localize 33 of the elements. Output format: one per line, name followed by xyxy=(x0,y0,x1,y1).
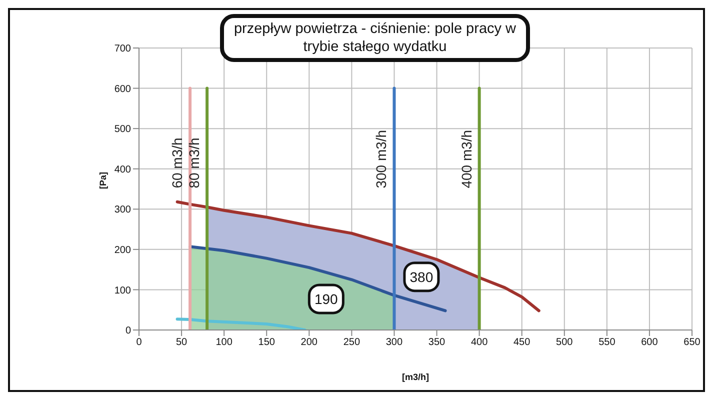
x-tick-label: 550 xyxy=(598,337,616,348)
x-tick-label: 500 xyxy=(556,337,574,348)
x-tick-label: 450 xyxy=(514,337,531,348)
x-axis-title: [m3/h] xyxy=(402,372,430,382)
x-tick-label: 200 xyxy=(300,337,318,348)
annotation: 380 xyxy=(410,268,434,285)
y-tick-label: 400 xyxy=(114,164,132,176)
text: 60 m3/h xyxy=(169,138,186,188)
title-box: przepływ powietrza - ciśnienie: pole pracy w trybie stałego wydatku xyxy=(220,14,530,62)
text: 400 m3/h xyxy=(458,130,474,188)
y-axis-title: [Pa] xyxy=(98,172,108,189)
y-tick-label: 200 xyxy=(114,244,132,256)
annotation: 190 xyxy=(314,290,338,307)
text: 300 m3/h xyxy=(373,130,390,188)
y-tick-label: 0 xyxy=(125,326,132,337)
x-tick-label: 0 xyxy=(136,337,142,348)
x-tick-label: 150 xyxy=(258,337,276,348)
x-tick-label: 300 xyxy=(386,337,404,348)
y-tick-label: 300 xyxy=(114,204,132,216)
x-tick-label: 250 xyxy=(343,337,360,348)
x-tick-label: 600 xyxy=(641,337,658,348)
text: 80 m3/h xyxy=(186,138,202,188)
x-tick-label: 650 xyxy=(684,337,701,348)
x-tick-label: 350 xyxy=(428,337,446,348)
y-tick-label: 500 xyxy=(114,124,132,136)
x-tick-label: 400 xyxy=(470,337,488,348)
note-box: 380 xyxy=(403,262,440,292)
y-tick-label: 700 xyxy=(114,44,132,55)
y-tick-label: 100 xyxy=(114,285,132,296)
y-tick-label: 600 xyxy=(114,84,132,95)
x-tick-label: 50 xyxy=(176,337,188,348)
note-box: 190 xyxy=(308,284,344,314)
x-tick-label: 100 xyxy=(216,337,233,348)
